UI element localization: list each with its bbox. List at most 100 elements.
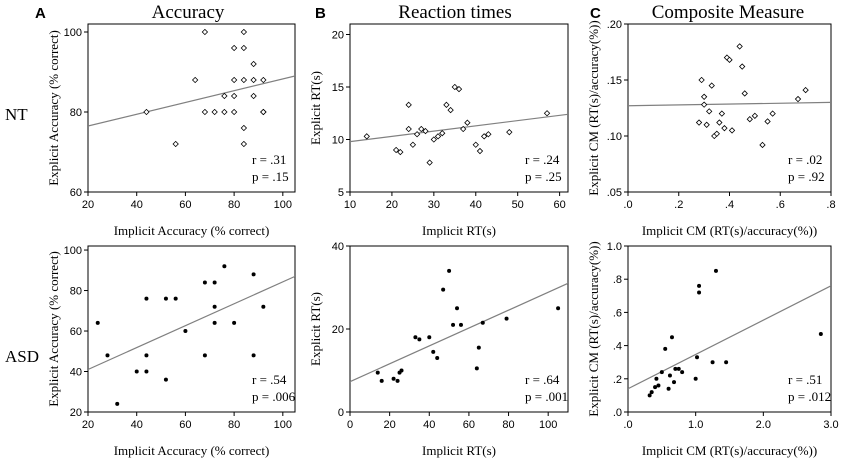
y-axis-label: Explicit CM (RT(s)/accuracy(%)) xyxy=(586,20,601,195)
data-point xyxy=(697,290,702,295)
x-axis-label: Implicit RT(s) xyxy=(422,223,496,238)
data-point xyxy=(211,108,218,116)
correlation-r: r = .54 xyxy=(252,372,287,387)
y-tick-label: .20 xyxy=(607,19,622,31)
x-tick-label: 80 xyxy=(228,199,240,211)
x-tick-label: 40 xyxy=(470,199,482,211)
data-point xyxy=(441,287,446,292)
data-point xyxy=(653,385,658,390)
correlation-p: p = .001 xyxy=(525,389,568,404)
data-point xyxy=(95,320,100,325)
data-point xyxy=(451,83,458,91)
data-point xyxy=(201,28,209,36)
data-point xyxy=(447,268,452,273)
data-point xyxy=(240,44,248,52)
data-point xyxy=(163,377,168,382)
regression-line xyxy=(628,101,831,107)
data-point xyxy=(240,124,248,132)
y-tick-label: 20 xyxy=(70,407,82,419)
data-point xyxy=(802,86,809,94)
data-point xyxy=(144,353,149,358)
correlation-r: r = .64 xyxy=(525,372,560,387)
data-point xyxy=(654,376,659,381)
data-point xyxy=(201,108,209,116)
x-tick-label: 2.0 xyxy=(756,419,771,431)
data-point xyxy=(700,93,708,100)
x-tick-label: 0 xyxy=(347,419,353,431)
y-tick-label: 1.0 xyxy=(607,241,622,253)
correlation-r: r = .31 xyxy=(252,152,286,167)
y-tick-label: 40 xyxy=(332,241,344,253)
correlation-p: p = .15 xyxy=(252,169,289,184)
data-point xyxy=(480,320,485,325)
data-point xyxy=(663,346,668,351)
data-point xyxy=(202,280,207,285)
data-point xyxy=(427,335,432,340)
data-point xyxy=(144,369,149,374)
data-point xyxy=(426,159,433,166)
data-point xyxy=(718,110,726,117)
x-tick-label: 20 xyxy=(82,199,94,211)
data-point xyxy=(455,306,460,311)
x-tick-label: .0 xyxy=(623,419,632,431)
data-point xyxy=(474,366,479,371)
correlation-p: p = .25 xyxy=(525,169,562,184)
data-point xyxy=(413,335,418,340)
y-axis-label: Explicit RT(s) xyxy=(308,71,323,145)
y-tick-label: 80 xyxy=(70,286,82,298)
correlation-r: r = .51 xyxy=(788,372,822,387)
data-point xyxy=(695,355,700,360)
y-tick-label: .6 xyxy=(613,307,622,319)
data-point xyxy=(392,146,400,154)
plot-frame xyxy=(627,245,832,413)
data-point xyxy=(458,322,463,327)
data-point xyxy=(221,92,228,100)
data-point xyxy=(260,108,267,116)
data-point xyxy=(647,393,652,398)
data-point xyxy=(710,360,715,365)
data-point xyxy=(418,125,425,133)
row-label-nt: NT xyxy=(5,105,28,124)
x-axis-label: Implicit RT(s) xyxy=(422,443,496,458)
data-point xyxy=(379,378,384,383)
data-point xyxy=(695,119,703,126)
data-point xyxy=(543,110,551,117)
data-point xyxy=(751,112,759,120)
data-point xyxy=(251,353,256,358)
chart-asd-cm: .0 1.0 2.0 3.0 .0 .2 .4 .6 .8 1.0 Implicit CM (RT(… xyxy=(586,241,839,458)
panel-letter-a: A xyxy=(35,5,46,22)
y-tick-label: 100 xyxy=(64,245,82,257)
data-point xyxy=(191,76,199,84)
y-tick-label: .0 xyxy=(613,407,622,419)
data-point xyxy=(202,353,207,358)
data-point xyxy=(232,320,237,325)
x-tick-label: .4 xyxy=(725,199,734,211)
x-axis-label: Implicit CM (RT(s)/accuracy(%)) xyxy=(642,443,817,458)
data-point xyxy=(708,82,715,89)
data-point xyxy=(439,130,446,137)
data-point xyxy=(250,92,257,100)
data-point xyxy=(143,108,150,116)
chart-asd-accuracy: 20 40 60 80 100 20 40 60 80 100 Implicit Accuracy … xyxy=(46,245,296,458)
x-tick-label: 60 xyxy=(463,419,475,431)
data-point xyxy=(417,337,422,342)
y-tick-label: .8 xyxy=(613,274,622,286)
data-point xyxy=(504,316,509,321)
y-axis-label: Explicit Accuracy (% correct) xyxy=(46,251,61,407)
data-point xyxy=(703,121,710,128)
data-point xyxy=(409,141,417,148)
data-point xyxy=(721,124,728,132)
data-point xyxy=(472,141,479,148)
column-title-composite-measure: Composite Measure xyxy=(652,2,805,23)
chart-nt-accuracy: 20 40 60 80 100 60 80 100 Implicit Accuracy (% c… xyxy=(46,23,296,238)
data-point xyxy=(240,140,248,148)
data-point xyxy=(673,366,678,371)
data-point xyxy=(676,366,681,371)
data-point xyxy=(700,101,708,108)
plot-frame xyxy=(349,23,569,193)
data-point xyxy=(391,376,396,381)
data-point xyxy=(405,125,412,133)
x-tick-label: 50 xyxy=(512,199,524,211)
panel-letter-c: C xyxy=(590,5,601,22)
x-tick-label: .2 xyxy=(674,199,683,211)
